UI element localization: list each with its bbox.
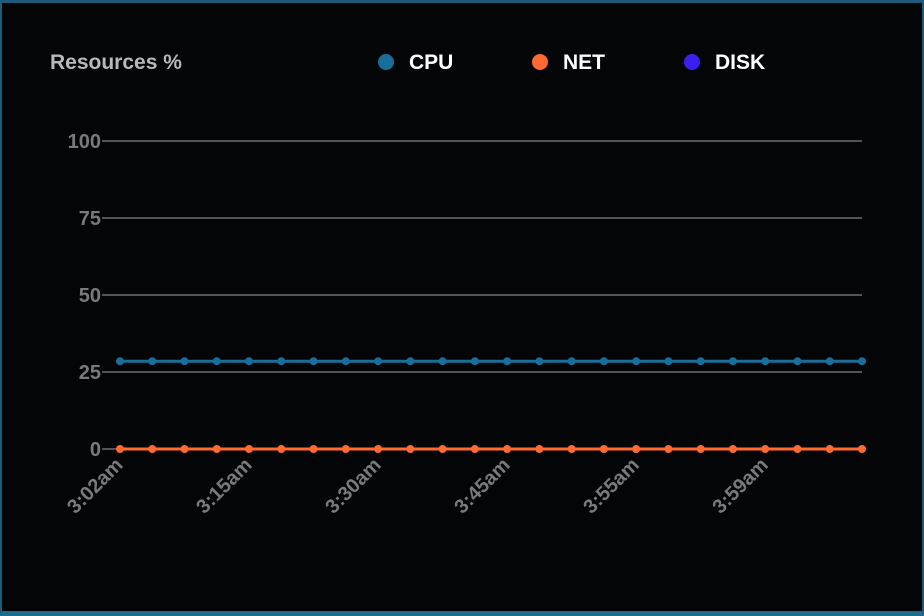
y-tick-label: 100 (68, 131, 101, 153)
data-point[interactable] (696, 357, 705, 366)
data-point[interactable] (309, 445, 318, 453)
data-point[interactable] (793, 357, 802, 366)
data-point[interactable] (406, 357, 415, 366)
data-point[interactable] (728, 445, 737, 453)
data-point[interactable] (277, 445, 286, 453)
data-point[interactable] (116, 445, 124, 453)
data-point[interactable] (180, 357, 189, 366)
legend-label: DISK (715, 51, 765, 74)
data-point[interactable] (599, 357, 608, 366)
data-point[interactable] (632, 357, 641, 366)
data-point[interactable] (761, 357, 770, 366)
data-point[interactable] (858, 357, 866, 366)
data-point[interactable] (825, 445, 834, 453)
series-net (116, 445, 866, 453)
legend-label: CPU (409, 51, 453, 74)
data-point[interactable] (825, 357, 834, 366)
y-tick-label: 75 (79, 208, 101, 230)
data-point[interactable] (470, 357, 479, 366)
legend-label: NET (563, 51, 605, 74)
legend-item-disk[interactable]: DISK (684, 51, 765, 74)
data-point[interactable] (277, 357, 286, 366)
x-tick-label: 3:55am (579, 454, 643, 518)
data-point[interactable] (503, 445, 512, 453)
chart-title: Resources % (50, 51, 182, 74)
data-point[interactable] (245, 357, 254, 366)
data-point[interactable] (470, 445, 479, 453)
data-point[interactable] (858, 445, 866, 453)
data-point[interactable] (309, 357, 318, 366)
data-point[interactable] (761, 445, 770, 453)
data-point[interactable] (148, 445, 157, 453)
data-point[interactable] (503, 357, 512, 366)
data-point[interactable] (567, 357, 576, 366)
data-point[interactable] (374, 445, 383, 453)
x-tick-label: 3:59am (708, 454, 772, 518)
y-tick-label: 0 (90, 439, 101, 461)
x-tick-label: 3:45am (450, 454, 514, 518)
data-point[interactable] (180, 445, 189, 453)
data-point[interactable] (341, 357, 350, 366)
x-tick-label: 3:15am (192, 454, 256, 518)
legend-swatch (684, 54, 700, 70)
data-point[interactable] (664, 445, 673, 453)
data-point[interactable] (599, 445, 608, 453)
data-point[interactable] (728, 357, 737, 366)
data-point[interactable] (632, 445, 641, 453)
series-cpu (116, 357, 866, 366)
data-point[interactable] (148, 357, 157, 366)
data-point[interactable] (793, 445, 802, 453)
y-tick-label: 25 (79, 362, 101, 384)
data-point[interactable] (438, 445, 447, 453)
data-point[interactable] (212, 357, 221, 366)
legend-item-cpu[interactable]: CPU (378, 51, 453, 74)
legend-item-net[interactable]: NET (532, 51, 605, 74)
data-point[interactable] (567, 445, 576, 453)
x-tick-label: 3:30am (321, 454, 385, 518)
data-point[interactable] (374, 357, 383, 366)
data-point[interactable] (116, 357, 124, 366)
data-point[interactable] (664, 357, 673, 366)
data-point[interactable] (341, 445, 350, 453)
data-point[interactable] (696, 445, 705, 453)
data-point[interactable] (406, 445, 415, 453)
legend-swatch (378, 54, 394, 70)
data-point[interactable] (245, 445, 254, 453)
legend-swatch (532, 54, 548, 70)
data-point[interactable] (212, 445, 221, 453)
y-tick-label: 50 (79, 285, 101, 307)
x-tick-label: 3:02am (63, 454, 127, 518)
data-point[interactable] (438, 357, 447, 366)
data-point[interactable] (535, 357, 544, 366)
data-point[interactable] (535, 445, 544, 453)
